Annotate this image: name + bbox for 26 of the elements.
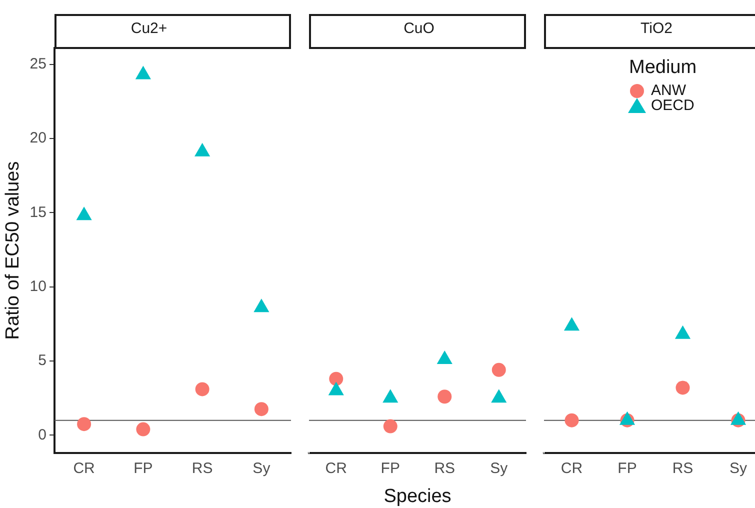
y-tick-label: 15: [30, 204, 46, 221]
y-tick-label: 0: [38, 426, 46, 444]
y-tick-label: 5: [38, 352, 46, 370]
legend-title: Medium: [629, 57, 697, 78]
x-tick-label: RS: [434, 460, 456, 478]
x-axis-title: Species: [384, 486, 452, 507]
x-tick-label: Sy: [729, 460, 748, 478]
x-tick-label: Sy: [252, 460, 271, 478]
x-tick-label: FP: [134, 460, 153, 478]
chart-title: Cu2+: [130, 20, 168, 38]
x-tick-label: CR: [560, 460, 583, 478]
legend-label: ANW: [651, 82, 687, 100]
chart-title: TiO2: [640, 20, 672, 38]
x-tick-label: CR: [73, 460, 96, 478]
y-tick-label: 25: [30, 55, 46, 72]
y-tick-label: 10: [30, 278, 46, 295]
legend-label: OECD: [651, 97, 695, 114]
y-tick-label: 20: [30, 130, 46, 147]
x-tick-label: CR: [325, 460, 348, 478]
x-tick-label: Sy: [490, 460, 508, 478]
x-tick-label: RS: [672, 460, 694, 478]
x-tick-label: FP: [618, 460, 637, 478]
y-axis-title: Ratio of EC50 values: [2, 161, 24, 340]
chart-title: CuO: [404, 20, 434, 38]
x-tick-label: FP: [380, 460, 400, 478]
x-tick-label: RS: [192, 460, 213, 478]
